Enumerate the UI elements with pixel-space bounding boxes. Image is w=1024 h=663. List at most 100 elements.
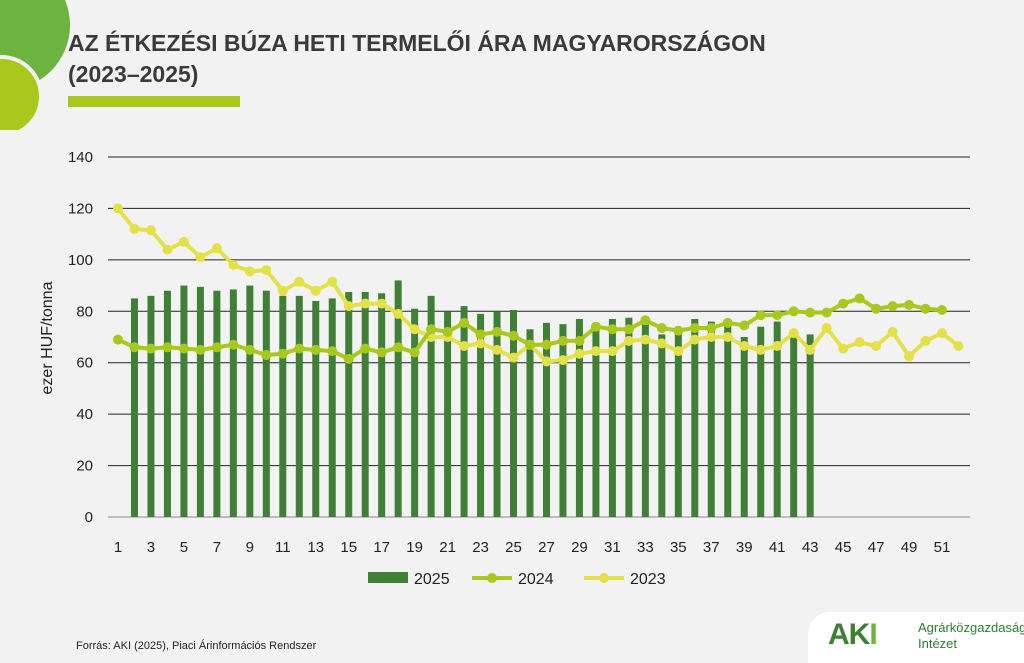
source-note: Forrás: AKI (2025), Piaci Árinformációs … — [76, 640, 317, 652]
bar-2025 — [163, 290, 171, 517]
bar-2025 — [147, 295, 155, 517]
x-tick-label: 5 — [180, 539, 188, 556]
bar-2025 — [691, 319, 699, 517]
legend-marker-2024 — [487, 573, 497, 583]
bar-2025 — [229, 289, 237, 517]
x-tick-label: 39 — [736, 539, 753, 556]
point-2023 — [772, 341, 783, 351]
point-2024 — [689, 323, 700, 333]
point-2024 — [475, 329, 486, 340]
bar-2025 — [361, 292, 369, 517]
logo-name: Agrárközgazdasági Intézet — [918, 620, 1024, 652]
point-2024 — [492, 326, 503, 337]
x-tick-label: 37 — [703, 539, 720, 556]
point-2024 — [904, 299, 915, 310]
point-2023 — [145, 225, 156, 236]
point-2023 — [755, 344, 766, 355]
point-2023 — [211, 243, 222, 254]
point-2023 — [343, 301, 354, 312]
point-2023 — [393, 308, 404, 319]
x-tick-label: 31 — [604, 539, 621, 556]
bar-2025 — [493, 311, 501, 517]
point-2023 — [475, 338, 486, 349]
x-tick-label: 23 — [472, 539, 489, 556]
x-tick-label: 1 — [114, 539, 122, 556]
x-tick-label: 19 — [406, 539, 423, 556]
point-2023 — [904, 351, 915, 362]
point-2024 — [409, 347, 420, 358]
point-2024 — [854, 293, 865, 304]
bar-2025 — [641, 324, 649, 517]
point-2023 — [327, 276, 338, 287]
point-2023 — [129, 224, 140, 234]
point-2024 — [590, 321, 601, 332]
point-2023 — [920, 335, 931, 346]
bar-2025 — [262, 290, 270, 517]
point-2023 — [574, 348, 585, 359]
bar-2025 — [345, 292, 353, 517]
point-2024 — [887, 301, 898, 312]
point-2024 — [574, 335, 585, 346]
point-2023 — [887, 326, 898, 337]
bar-2025 — [295, 295, 303, 517]
point-2024 — [211, 342, 222, 353]
point-2024 — [607, 324, 618, 335]
legend-marker-2023 — [599, 573, 609, 583]
y-tick-label: 20 — [76, 458, 93, 475]
bar-2025 — [773, 321, 781, 517]
legend-label-2025: 2025 — [414, 571, 450, 588]
x-tick-label: 49 — [901, 539, 918, 556]
point-2023 — [590, 346, 601, 357]
point-2024 — [442, 326, 453, 337]
point-2024 — [277, 348, 288, 359]
point-2023 — [310, 285, 321, 296]
point-2024 — [871, 303, 882, 314]
x-tick-label: 47 — [868, 539, 885, 556]
point-2024 — [541, 339, 552, 350]
x-tick-label: 11 — [275, 539, 291, 556]
point-2024 — [656, 323, 667, 333]
point-2024 — [129, 342, 140, 353]
y-tick-label: 60 — [76, 355, 93, 372]
bar-2025 — [394, 280, 402, 517]
x-tick-label: 15 — [340, 539, 357, 556]
title-underline — [68, 96, 240, 107]
bar-2025 — [592, 326, 600, 517]
bar-2025 — [526, 329, 534, 517]
point-2024 — [755, 310, 766, 321]
bar-2025 — [328, 298, 336, 517]
point-2024 — [327, 346, 338, 357]
point-2023 — [492, 344, 503, 355]
point-2023 — [838, 343, 849, 354]
x-tick-label: 27 — [538, 539, 555, 556]
point-2023 — [689, 334, 700, 345]
bar-2025 — [477, 313, 485, 517]
bar-2025 — [130, 298, 138, 517]
x-tick-label: 9 — [246, 539, 254, 556]
bar-2025 — [411, 308, 419, 517]
logo-line-2: Intézet — [918, 636, 958, 651]
y-axis-label: ezer HUF/tonna — [39, 281, 56, 394]
point-2024 — [376, 347, 387, 358]
bar-2025 — [757, 326, 765, 517]
bar-2025 — [196, 286, 204, 517]
point-2024 — [310, 344, 321, 355]
bar-2025 — [444, 311, 452, 517]
bar-2025 — [312, 301, 320, 517]
title-line-1: AZ ÉTKEZÉSI BÚZA HETI TERMELŐI ÁRA MAGYA… — [68, 30, 766, 56]
x-tick-label: 51 — [934, 539, 951, 556]
bar-2025 — [790, 334, 798, 517]
point-2023 — [162, 244, 173, 255]
point-2024 — [178, 343, 189, 354]
point-2024 — [640, 315, 651, 326]
logo-line-1: Agrárközgazdasági — [918, 620, 1024, 635]
point-2024 — [838, 298, 849, 309]
bar-2025 — [279, 295, 287, 517]
point-2023 — [623, 335, 634, 346]
y-tick-label: 120 — [68, 200, 93, 217]
point-2024 — [821, 307, 832, 318]
point-2023 — [277, 285, 288, 296]
point-2023 — [640, 334, 651, 345]
point-2023 — [178, 236, 189, 247]
